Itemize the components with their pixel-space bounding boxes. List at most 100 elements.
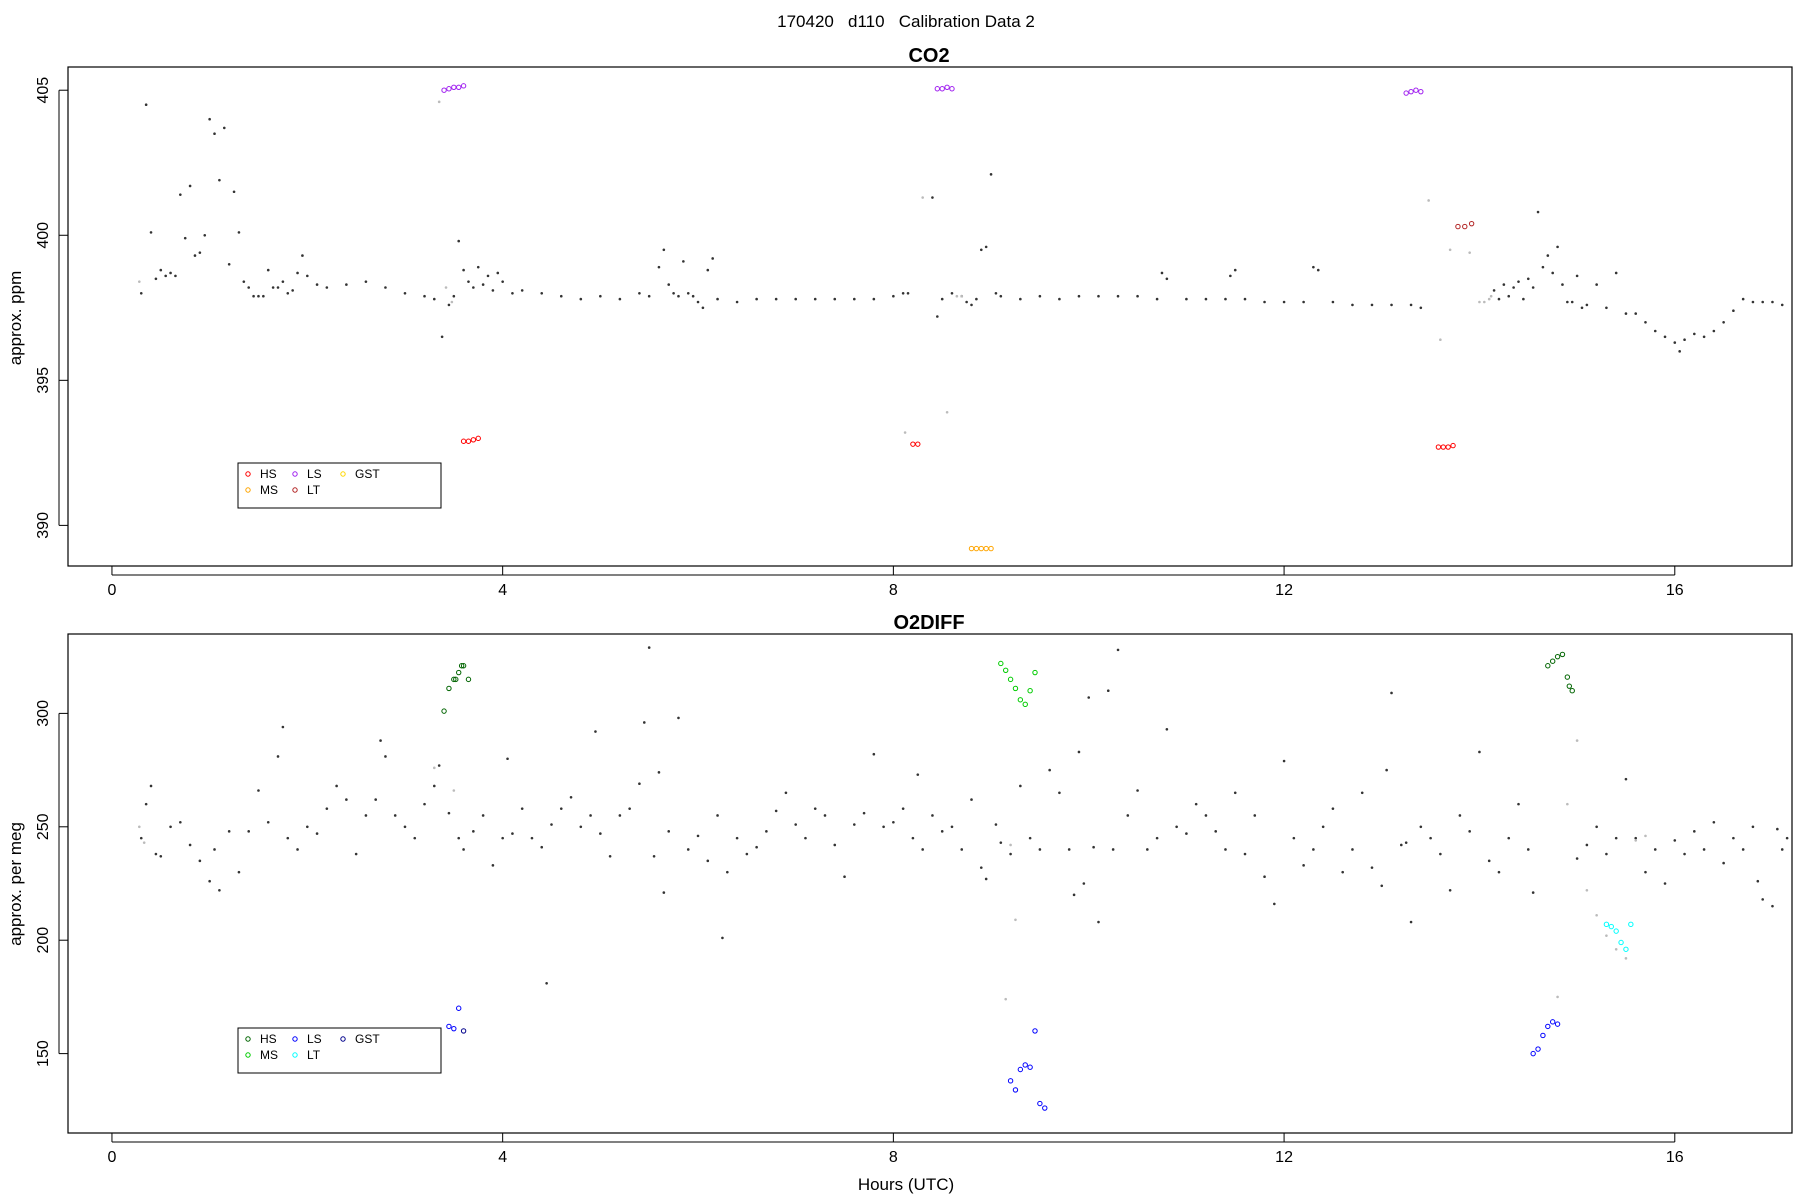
co2-sample-point (222, 126, 226, 130)
co2-sample-point (1580, 306, 1584, 310)
co2-legend-ls-label: LS (307, 467, 322, 481)
co2-ls-point (456, 84, 462, 91)
co2-flush-point (437, 100, 441, 104)
o2diff-sample-point (1653, 848, 1657, 851)
co2-hs-point (475, 435, 481, 442)
o2diff-sample-point (1126, 814, 1130, 817)
o2diff-legend-ls-symbol (292, 1036, 298, 1042)
co2-sample-point (213, 132, 216, 136)
o2diff-sample-point (227, 830, 231, 833)
o2diff-sample-point (472, 830, 475, 833)
o2diff-hs-point (460, 663, 467, 669)
o2diff-hs-point (1549, 658, 1556, 664)
co2-ls-point (451, 84, 457, 91)
co2-sample-point (301, 254, 304, 257)
co2-flush-point (1487, 297, 1491, 301)
co2-sample-point (491, 289, 495, 292)
o2diff-flush-point (1644, 834, 1647, 838)
co2-legend-ms-label: MS (260, 483, 278, 497)
o2diff-ls-point (451, 1025, 457, 1032)
co2-sample-point (291, 289, 294, 292)
co2-sample-point (618, 297, 622, 301)
co2-sample-point (682, 260, 685, 263)
co2-sample-point (271, 286, 275, 289)
o2diff-sample-point (1185, 832, 1188, 835)
o2diff-sample-point (823, 814, 827, 817)
o2diff-sample-point (1439, 852, 1442, 856)
o2diff-sample-point (1585, 843, 1589, 847)
o2diff-y-tick-label: 250 (35, 813, 52, 840)
co2-flush-point (138, 280, 141, 283)
o2diff-sample-point (1644, 870, 1647, 874)
o2diff-sample-point (139, 836, 143, 840)
o2diff-lt-point (1618, 939, 1624, 946)
o2diff-sample-point (1116, 648, 1120, 652)
co2-hs-point (1450, 442, 1456, 449)
o2diff-sample-point (432, 784, 436, 788)
o2diff-sample-point (1409, 920, 1413, 924)
co2-sample-point (984, 245, 988, 249)
co2-sample-point (1678, 350, 1681, 353)
co2-hs-point (1435, 444, 1442, 450)
o2diff-sample-point (862, 811, 866, 815)
o2diff-sample-point (1155, 836, 1159, 840)
o2diff-sample-point (1321, 825, 1325, 829)
o2diff-sample-point (169, 825, 172, 829)
co2-sample-point (496, 271, 500, 275)
o2diff-sample-point (154, 852, 158, 856)
co2-sample-point (1263, 300, 1266, 304)
o2diff-sample-point (726, 870, 729, 874)
co2-sample-point (154, 277, 158, 281)
o2diff-sample-point (393, 814, 397, 817)
co2-sample-point (1331, 300, 1335, 304)
co2-y-tick-label: 390 (35, 512, 52, 539)
o2diff-sample-point (218, 889, 221, 892)
o2diff-sample-point (1517, 802, 1520, 806)
co2-sample-point (1233, 268, 1237, 272)
o2diff-flush-point (1004, 997, 1007, 1001)
co2-ls-point (446, 86, 452, 92)
o2diff-sample-point (1693, 830, 1696, 833)
o2diff-sample-point (1385, 768, 1388, 772)
x-axis-label: Hours (UTC) (858, 1175, 954, 1194)
o2diff-hs-point (1566, 683, 1572, 689)
o2diff-sample-point (716, 814, 719, 817)
co2-sample-point (1497, 297, 1501, 301)
co2-sample-point (1761, 300, 1764, 304)
co2-sample-point (262, 294, 265, 298)
o2diff-sample-point (257, 789, 260, 792)
co2-flush-point (960, 294, 964, 298)
o2diff-flush-point (1014, 918, 1017, 922)
co2-sample-point (735, 300, 739, 304)
co2-legend-box (237, 462, 442, 509)
o2diff-ls-point (1540, 1032, 1546, 1039)
o2diff-sample-point (667, 830, 671, 833)
o2diff-sample-point (1028, 836, 1032, 840)
co2-sample-point (1556, 245, 1559, 249)
o2diff-sample-point (784, 791, 788, 795)
o2diff-sample-point (247, 830, 251, 833)
o2diff-sample-point (1360, 791, 1364, 795)
o2diff-legend: HS MS LS LT GST (237, 1027, 442, 1074)
o2diff-sample-point (1780, 848, 1784, 851)
co2-sample-point (1605, 306, 1608, 310)
o2diff-sample-point (1233, 791, 1237, 795)
o2diff-y-axis-label: approx. per meg (6, 822, 25, 946)
o2diff-ls-point (1535, 1046, 1541, 1052)
co2-ms-point (988, 545, 994, 552)
o2diff-sample-point (1531, 891, 1535, 894)
co2-sample-point (1185, 297, 1188, 301)
o2diff-sample-point (813, 807, 817, 810)
o2diff-sample-point (882, 825, 885, 829)
o2diff-sample-point (1624, 777, 1628, 781)
o2diff-sample-point (530, 836, 534, 840)
o2diff-sample-point (1302, 864, 1305, 867)
co2-sample-point (179, 193, 182, 196)
co2-sample-point (1390, 303, 1393, 307)
co2-sample-point (440, 335, 444, 339)
o2diff-panel-title: O2DIFF (893, 612, 964, 634)
co2-sample-point (833, 297, 837, 301)
co2-sample-point (149, 231, 153, 234)
co2-sample-point (696, 300, 700, 304)
o2diff-flush-point (452, 789, 456, 792)
